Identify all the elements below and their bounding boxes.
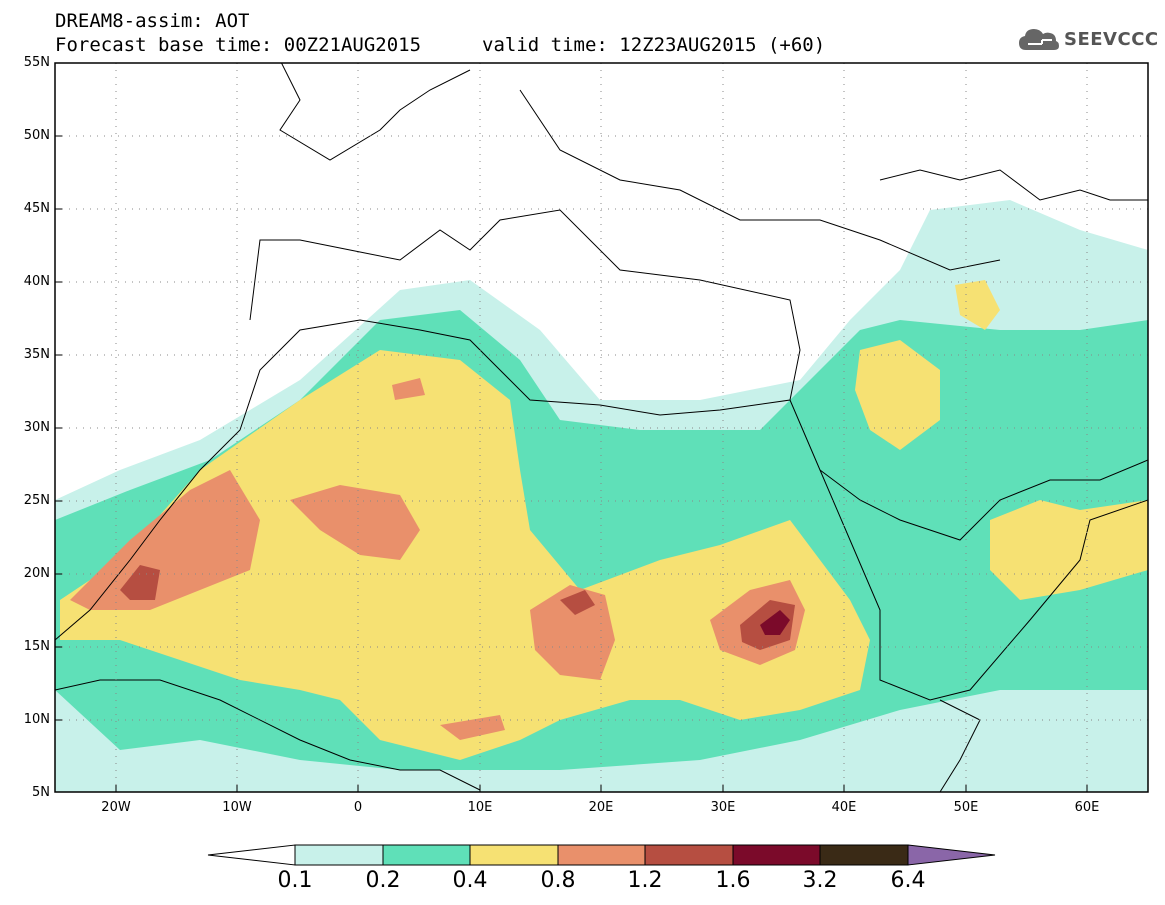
valid-time: valid time: 12Z23AUG2015 (+60) bbox=[482, 34, 826, 56]
colorbar-swatch bbox=[382, 844, 471, 866]
lat-label: 35N bbox=[23, 347, 50, 362]
lon-label: 20W bbox=[101, 800, 131, 815]
aot-band-0.8 bbox=[440, 715, 505, 740]
colorbar-label: 6.4 bbox=[890, 868, 926, 893]
lat-label: 30N bbox=[23, 420, 50, 435]
aot-band-1.6 bbox=[760, 610, 790, 635]
colorbar-label: 1.6 bbox=[715, 868, 751, 893]
lon-label: 0 bbox=[353, 800, 363, 815]
aot-band-0.8 bbox=[392, 378, 425, 400]
lat-label: 5N bbox=[32, 785, 50, 800]
colorbar-label: 3.2 bbox=[802, 868, 838, 893]
colorbar-swatch bbox=[644, 844, 734, 866]
colorbar-swatch bbox=[294, 844, 384, 866]
colorbar-under-arrow bbox=[207, 844, 296, 866]
colorbar bbox=[207, 844, 996, 866]
lat-label: 25N bbox=[23, 493, 50, 508]
lat-label: 45N bbox=[23, 201, 50, 216]
aot-band-0.8 bbox=[290, 485, 420, 560]
colorbar-label: 0.8 bbox=[540, 868, 576, 893]
lon-label: 60E bbox=[1074, 800, 1100, 815]
cloud-icon bbox=[1019, 29, 1059, 50]
colorbar-over-arrow bbox=[907, 844, 996, 866]
lon-label: 10E bbox=[467, 800, 493, 815]
colorbar-swatch bbox=[732, 844, 821, 866]
forecast-base-time: Forecast base time: 00Z21AUG2015 bbox=[55, 34, 422, 56]
lon-label: 50E bbox=[953, 800, 979, 815]
aot-band-0.8 bbox=[530, 585, 615, 680]
seevccc-logo: SEEVCCC bbox=[1018, 24, 1159, 54]
lat-label: 50N bbox=[23, 128, 50, 143]
colorbar-swatch bbox=[819, 844, 909, 866]
colorbar-swatch bbox=[469, 844, 559, 866]
lon-label: 30E bbox=[710, 800, 736, 815]
logo-text: SEEVCCC bbox=[1064, 28, 1159, 50]
colorbar-label: 1.2 bbox=[627, 868, 663, 893]
lat-label: 40N bbox=[23, 274, 50, 289]
axis-ticks bbox=[55, 62, 1088, 792]
aot-band-0.4 bbox=[60, 350, 870, 760]
lat-label: 15N bbox=[23, 639, 50, 654]
graticule bbox=[55, 63, 1148, 792]
lon-label: 20E bbox=[588, 800, 614, 815]
aot-band-0.4 bbox=[955, 280, 1000, 330]
map-title: DREAM8-assim: AOT bbox=[55, 10, 250, 32]
lat-label: 10N bbox=[23, 712, 50, 727]
aot-band-1.2 bbox=[120, 565, 160, 600]
colorbar-label: 0.1 bbox=[277, 868, 313, 893]
coastlines bbox=[55, 63, 1148, 792]
lon-label: 10W bbox=[222, 800, 252, 815]
aot-band-0.4 bbox=[855, 340, 940, 450]
aot-band-0.4 bbox=[990, 500, 1148, 600]
lat-label: 20N bbox=[23, 566, 50, 581]
colorbar-label: 0.4 bbox=[452, 868, 488, 893]
colorbar-label: 0.2 bbox=[365, 868, 401, 893]
lat-label: 55N bbox=[23, 55, 50, 70]
lon-label: 40E bbox=[831, 800, 857, 815]
aot-band-1.2 bbox=[560, 590, 595, 615]
colorbar-swatch bbox=[557, 844, 646, 866]
